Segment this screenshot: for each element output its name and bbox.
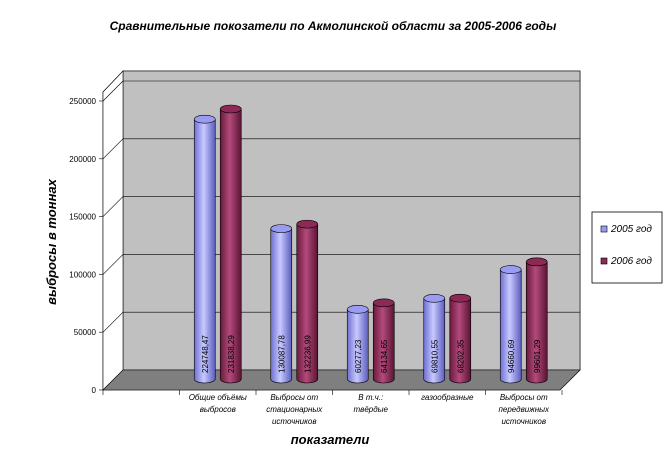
bar-body <box>449 297 472 384</box>
y-tick-label: 150000 <box>69 213 96 222</box>
bar-body <box>219 108 242 384</box>
x-axis: Общие объёмы выбросов Выбросы от стационарн… <box>102 390 563 426</box>
bar-top <box>499 265 522 274</box>
bar-body <box>270 228 293 384</box>
gridline-side <box>102 138 124 160</box>
gridline-side <box>102 254 124 275</box>
gridline-side <box>102 196 124 217</box>
bar <box>193 114 216 384</box>
x-axis-title: показатели <box>291 432 370 447</box>
bar <box>346 305 369 384</box>
bar-body <box>499 269 522 384</box>
data-label: 130087,78 <box>277 335 286 373</box>
bar <box>270 224 293 384</box>
y-axis-title: выбросы в тоннах <box>44 178 59 305</box>
legend-swatch <box>600 257 608 265</box>
bar-top <box>449 293 472 303</box>
data-labels: 224748,47 130087,78 60277,23 69810,55 94660,… <box>201 335 542 373</box>
data-label: 69810,55 <box>430 339 439 373</box>
x-category-label: Выбросы от передвижных источников <box>499 393 551 426</box>
data-label: 94660,69 <box>507 339 516 373</box>
bar-body <box>372 302 395 384</box>
bar-top <box>423 293 446 303</box>
bar-body <box>296 223 319 384</box>
legend-swatch <box>600 225 608 233</box>
bar <box>372 298 395 384</box>
bar-body <box>423 297 446 384</box>
gridline-side <box>102 80 124 102</box>
bar-top <box>296 219 319 229</box>
y-tick-label: 200000 <box>69 155 96 164</box>
chart-title: Сравнительные покозатели по Акмолинской … <box>110 19 557 33</box>
data-label: 99601,29 <box>533 339 542 373</box>
bar-body <box>525 261 548 384</box>
data-label: 132236,99 <box>303 335 312 373</box>
bar-top <box>372 298 395 308</box>
bar-top <box>193 114 216 124</box>
data-label: 68202,35 <box>456 339 465 373</box>
bar <box>525 257 548 384</box>
legend-label: 2006 год <box>610 256 652 267</box>
data-label: 231838,29 <box>227 335 236 373</box>
plot-side-wall <box>102 70 124 391</box>
bar-body <box>346 309 369 384</box>
y-tick-label: 0 <box>92 386 97 395</box>
x-category-label: Общие объёмы выбросов <box>189 393 247 414</box>
x-category-label: В т.ч.: твёрдые <box>354 393 389 414</box>
bars <box>193 104 548 384</box>
legend-label: 2005 год <box>610 224 652 235</box>
bar-top <box>270 224 293 233</box>
legend: 2005 год 2006 год <box>591 211 663 284</box>
y-tick-label: 250000 <box>69 97 96 106</box>
data-label: 60277,23 <box>354 339 363 373</box>
bar-top <box>346 305 369 314</box>
data-label: 64134,65 <box>380 339 389 373</box>
y-tick-label: 50000 <box>74 328 97 337</box>
bar <box>449 293 472 384</box>
bar <box>296 219 319 384</box>
bar <box>219 104 242 384</box>
bar-body <box>193 118 216 384</box>
bar-top <box>525 257 548 267</box>
data-label: 224748,47 <box>201 335 210 373</box>
bar <box>423 293 446 384</box>
x-category-label: Выбросы от стационарных источников <box>266 393 323 426</box>
bar <box>499 265 522 384</box>
y-tick-label: 100000 <box>69 270 96 279</box>
y-axis-ticks: 0 50000 100000 150000 200000 250000 <box>69 97 103 395</box>
bar-top <box>219 104 242 114</box>
gridline-side <box>102 311 124 333</box>
x-category-label: газообразные <box>421 393 474 402</box>
legend-box <box>591 211 663 284</box>
